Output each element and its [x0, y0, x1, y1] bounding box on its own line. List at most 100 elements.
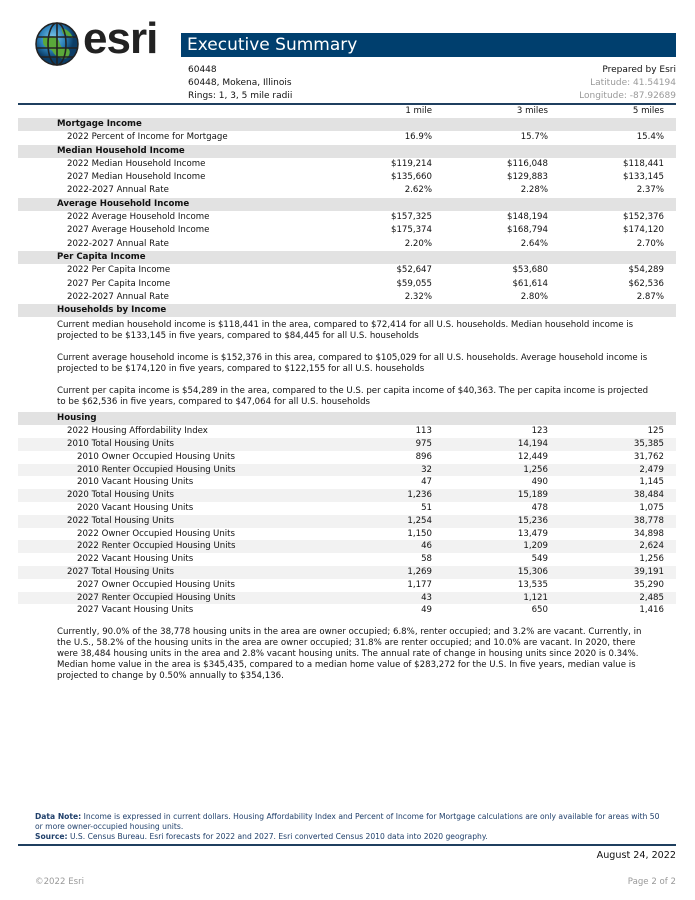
row-value: $59,055	[396, 278, 432, 289]
table-row: 2010 Total Housing Units 975 14,194 35,385	[18, 438, 676, 451]
row-value: 896	[415, 451, 432, 462]
table-row: 2022 Percent of Income for Mortgage 16.9%…	[18, 131, 676, 144]
table-row: 2027 Vacant Housing Units 49 650 1,416	[18, 604, 676, 617]
row-value: $116,048	[506, 158, 548, 169]
row-label: 2010 Total Housing Units	[67, 439, 175, 450]
table-row: 2010 Renter Occupied Housing Units 32 1,25…	[18, 463, 676, 477]
row-label: 2022 Average Household Income	[67, 212, 210, 223]
row-label: 2022-2027 Annual Rate	[67, 238, 169, 249]
row-value: 38,484	[633, 490, 664, 501]
row-value: 15.7%	[520, 132, 548, 143]
row-value: $129,883	[506, 172, 548, 183]
table-row: 2010 Vacant Housing Units 47 490 1,145	[18, 476, 676, 489]
row-label: 2027 Renter Occupied Housing Units	[77, 592, 236, 603]
row-value: 2.20%	[404, 238, 432, 249]
row-value: 490	[531, 477, 548, 488]
table-row: 2022 Renter Occupied Housing Units 46 1,20…	[18, 540, 676, 554]
row-label: 2010 Owner Occupied Housing Units	[77, 451, 236, 462]
row-value: $168,794	[506, 225, 548, 236]
median-income-paragraph: Current median household income is $118,…	[57, 320, 634, 341]
table-row: 2022 Vacant Housing Units 58 549 1,256	[18, 553, 676, 566]
row-value: 16.9%	[404, 132, 432, 143]
row-value: 32	[421, 464, 432, 475]
row-value: $54,289	[628, 265, 664, 276]
table-row: 2022-2027 Annual Rate 2.62% 2.28% 2.37%	[18, 184, 676, 197]
row-value: 31,762	[633, 451, 664, 462]
row-label: 2027 Vacant Housing Units	[77, 605, 194, 616]
row-value: $152,376	[622, 212, 664, 223]
row-value: 2,624	[639, 541, 664, 552]
row-value: $119,214	[390, 158, 432, 169]
row-value: 51	[421, 503, 432, 514]
row-label: 2020 Vacant Housing Units	[77, 503, 194, 514]
row-label: 2027 Owner Occupied Housing Units	[77, 579, 236, 590]
row-value: 1,209	[523, 541, 548, 552]
row-label: 2022 Total Housing Units	[67, 515, 175, 526]
housing-table: Housing 2022 Housing Affordability Index 1…	[18, 412, 676, 617]
row-value: 1,416	[639, 605, 664, 616]
footer-divider	[18, 844, 676, 846]
row-value: $133,145	[622, 172, 664, 183]
row-value: 113	[415, 426, 432, 437]
row-value: $61,614	[512, 278, 548, 289]
average-income-paragraph: Current average household income is $152…	[57, 353, 648, 374]
section-header: Mortgage Income	[18, 118, 676, 132]
table-row: 2027 Average Household Income $175,374 $16…	[18, 224, 676, 237]
row-value: 1,269	[407, 567, 432, 578]
row-label: 2022 Renter Occupied Housing Units	[77, 541, 236, 552]
row-value: $148,194	[506, 212, 548, 223]
housing-text: Currently, 90.0% of the 38,778 housing u…	[57, 627, 642, 681]
row-value: 123	[531, 426, 548, 437]
table-row: 2022-2027 Annual Rate 2.20% 2.64% 2.70%	[18, 238, 676, 251]
row-label: 2022 Owner Occupied Housing Units	[77, 528, 236, 539]
table-row: 2022-2027 Annual Rate 2.32% 2.80% 2.87%	[18, 291, 676, 304]
section-header: Median Household Income	[18, 144, 676, 158]
globe-icon	[35, 22, 79, 66]
table-row: 2027 Per Capita Income $59,055 $61,614 $62,…	[18, 278, 676, 291]
data-note-text: Income is expressed in current dollars. …	[35, 812, 660, 831]
table-row: 2022 Housing Affordability Index 113 123 12…	[18, 425, 676, 438]
row-label: 2027 Median Household Income	[67, 172, 206, 183]
row-value: $118,441	[622, 158, 664, 169]
source-text: U.S. Census Bureau. Esri forecasts for 2…	[69, 832, 488, 841]
table-row: 2022 Average Household Income $157,325 $14…	[18, 211, 676, 224]
row-label: 2022 Median Household Income	[67, 158, 206, 169]
row-label: 2022-2027 Annual Rate	[67, 291, 169, 302]
row-value: 49	[421, 605, 432, 616]
site-meta: Prepared by Esri Latitude: 41.54194 Long…	[579, 64, 676, 103]
row-value: 2.87%	[636, 291, 664, 302]
row-value: 2,479	[639, 464, 664, 475]
row-value: $175,374	[390, 225, 432, 236]
row-value: 1,150	[407, 528, 432, 539]
row-value: 2.64%	[520, 238, 548, 249]
section-header: Households by Income	[18, 304, 676, 318]
source-label: Source:	[35, 832, 68, 841]
row-value: 1,236	[407, 490, 432, 501]
table-row: 2022 Total Housing Units 1,254 15,236 38,77…	[18, 514, 676, 528]
table-row: 2022 Per Capita Income $52,647 $53,680 $54,…	[18, 264, 676, 277]
esri-logo: esri	[35, 14, 165, 66]
header-divider	[18, 103, 676, 105]
row-value: $174,120	[622, 225, 664, 236]
row-value: 650	[531, 605, 548, 616]
rings: Rings: 1, 3, 5 mile radii	[188, 91, 293, 101]
row-label: 2020 Total Housing Units	[67, 490, 175, 501]
column-header: 5 miles	[632, 106, 664, 116]
row-value: 1,256	[639, 554, 664, 565]
row-value: 2.37%	[636, 185, 664, 196]
row-value: 13,535	[517, 579, 548, 590]
longitude: Longitude: -87.92689	[579, 91, 676, 101]
table-row: 2027 Median Household Income $135,660 $129…	[18, 171, 676, 184]
row-label: 2010 Renter Occupied Housing Units	[77, 464, 236, 475]
row-value: 478	[531, 503, 548, 514]
table-row: 2022 Median Household Income $119,214 $116…	[18, 158, 676, 171]
row-value: 1,177	[407, 579, 432, 590]
row-value: 975	[415, 439, 432, 450]
row-value: 125	[647, 426, 664, 437]
table-row: 2010 Owner Occupied Housing Units 896 12,4…	[18, 451, 676, 464]
site-info: 60448 60448, Mokena, Illinois Rings: 1, …	[188, 64, 292, 103]
row-value: 2.62%	[404, 185, 432, 196]
site-id: 60448	[188, 65, 217, 75]
table-row: 2027 Owner Occupied Housing Units 1,177 13…	[18, 579, 676, 592]
row-value: 1,256	[523, 464, 548, 475]
